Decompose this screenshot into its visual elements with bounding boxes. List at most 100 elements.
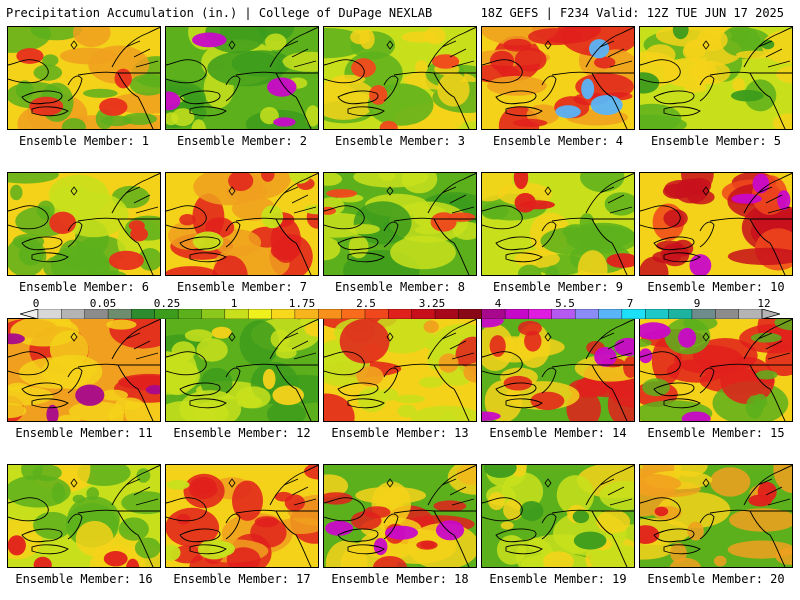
precip-blob (640, 322, 671, 340)
precip-blob (720, 27, 761, 57)
precip-blob (75, 384, 105, 406)
map-outline (585, 319, 634, 360)
precip-blob (684, 83, 707, 93)
precip-map (8, 465, 160, 567)
precip-map (8, 27, 160, 129)
precip-blob (237, 395, 262, 409)
colorbar-swatch (318, 309, 343, 319)
colorbar-swatch (341, 309, 366, 319)
ensemble-map-panel (7, 172, 161, 276)
map-outline (743, 173, 792, 214)
station-marker-icon (702, 186, 710, 196)
colorbar-tick-label: 0.25 (153, 297, 181, 310)
map-outline (77, 363, 160, 368)
precip-blob (594, 347, 617, 367)
ensemble-member-label: Ensemble Member: 16 (15, 572, 153, 586)
precip-blob (512, 118, 548, 127)
station-marker-icon (70, 40, 78, 50)
precip-blob (390, 235, 456, 270)
map-outline (599, 332, 633, 360)
map-outline (495, 528, 537, 543)
ensemble-map-panel (7, 464, 161, 568)
colorbar-tick-label: 0 (32, 297, 40, 310)
colorbar-swatch (738, 309, 763, 319)
precip-blob (129, 74, 160, 96)
ensemble-member-label: Ensemble Member: 8 (334, 280, 466, 294)
map-outline (383, 367, 399, 394)
precip-blob (775, 547, 792, 565)
precip-blob (325, 540, 368, 567)
precip-blob (530, 391, 565, 411)
precip-blob (36, 200, 55, 220)
map-outline (393, 363, 476, 368)
map-outline (324, 205, 365, 230)
precip-blob (435, 520, 465, 541)
precip-blob (121, 491, 160, 515)
ensemble-member-label: Ensemble Member: 3 (334, 134, 466, 148)
precip-blob (753, 393, 768, 410)
map-outline (640, 205, 681, 230)
ensemble-member-label: Ensemble Member: 14 (489, 426, 627, 440)
precip-blob (463, 362, 476, 383)
map-outline (179, 236, 221, 251)
precip-blob (8, 27, 51, 53)
map-outline (77, 71, 160, 76)
ensemble-member-label: Ensemble Member: 13 (331, 426, 469, 440)
precip-blob (15, 80, 34, 100)
precip-blob (8, 173, 59, 184)
precip-blob (288, 173, 312, 184)
precip-map (640, 465, 792, 567)
precip-blob (681, 411, 711, 421)
precip-blob (166, 112, 179, 126)
map-outline (225, 367, 241, 394)
precip-blob (447, 465, 476, 495)
map-outline (640, 351, 681, 376)
map-outline (640, 59, 681, 84)
map-outline (757, 478, 791, 506)
colorbar-swatch (458, 309, 483, 319)
colorbar-swatch (551, 309, 576, 319)
precip-blob (640, 114, 687, 129)
colorbar-tick-label: 5.5 (555, 297, 575, 310)
precip-blob (254, 516, 279, 528)
precip-map (640, 173, 792, 275)
map-outline (749, 72, 786, 129)
map-outline (117, 364, 154, 421)
precip-blob (393, 394, 426, 404)
precip-map (8, 319, 160, 421)
colorbar-swatch (154, 309, 179, 319)
map-outline (117, 218, 154, 275)
precip-blob (572, 510, 590, 524)
map-outline (441, 40, 475, 68)
precip-blob (410, 405, 476, 421)
precip-blob (196, 338, 228, 362)
map-outline (482, 497, 523, 522)
map-outline (77, 509, 160, 514)
precip-blob (166, 544, 181, 561)
ensemble-map-panel (639, 172, 793, 276)
precip-blob (77, 465, 131, 486)
precip-blob (324, 237, 341, 261)
colorbar-tick-label: 4 (494, 297, 502, 310)
map-outline (235, 71, 318, 76)
map-outline (663, 398, 701, 409)
station-marker-icon (702, 478, 710, 488)
map-outline (743, 27, 792, 68)
map-outline (125, 332, 159, 360)
colorbar-tick-label: 1 (230, 297, 238, 310)
ensemble-member-label: Ensemble Member: 18 (331, 572, 469, 586)
map-outline (324, 497, 365, 522)
precip-blob (270, 329, 291, 349)
precip-map (482, 465, 634, 567)
precip-blob (519, 501, 544, 521)
precip-map (324, 465, 476, 567)
map-outline (111, 319, 160, 360)
precip-blob (166, 357, 200, 395)
colorbar-swatch (715, 309, 740, 319)
map-outline (495, 382, 537, 397)
precip-blob (10, 319, 79, 347)
colorbar-swatch (201, 309, 226, 319)
ensemble-map-panel (7, 318, 161, 422)
precip-blob (350, 29, 371, 45)
map-outline (757, 40, 791, 68)
